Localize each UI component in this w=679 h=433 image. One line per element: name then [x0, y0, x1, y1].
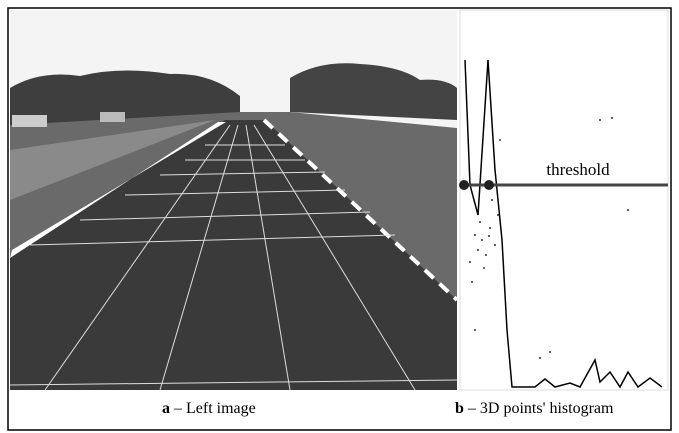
caption-a: a – Left image — [162, 400, 256, 418]
caption-text: – Left image — [174, 400, 256, 417]
frame — [7, 7, 672, 431]
caption-b: b – 3D points' histogram — [455, 400, 613, 418]
left-image — [9, 10, 459, 391]
panel-letter: a — [162, 400, 170, 417]
histogram — [459, 9, 669, 391]
threshold-label: threshold — [546, 160, 610, 179]
panel-letter: b — [455, 400, 464, 417]
caption-text: – 3D points' histogram — [467, 400, 614, 417]
